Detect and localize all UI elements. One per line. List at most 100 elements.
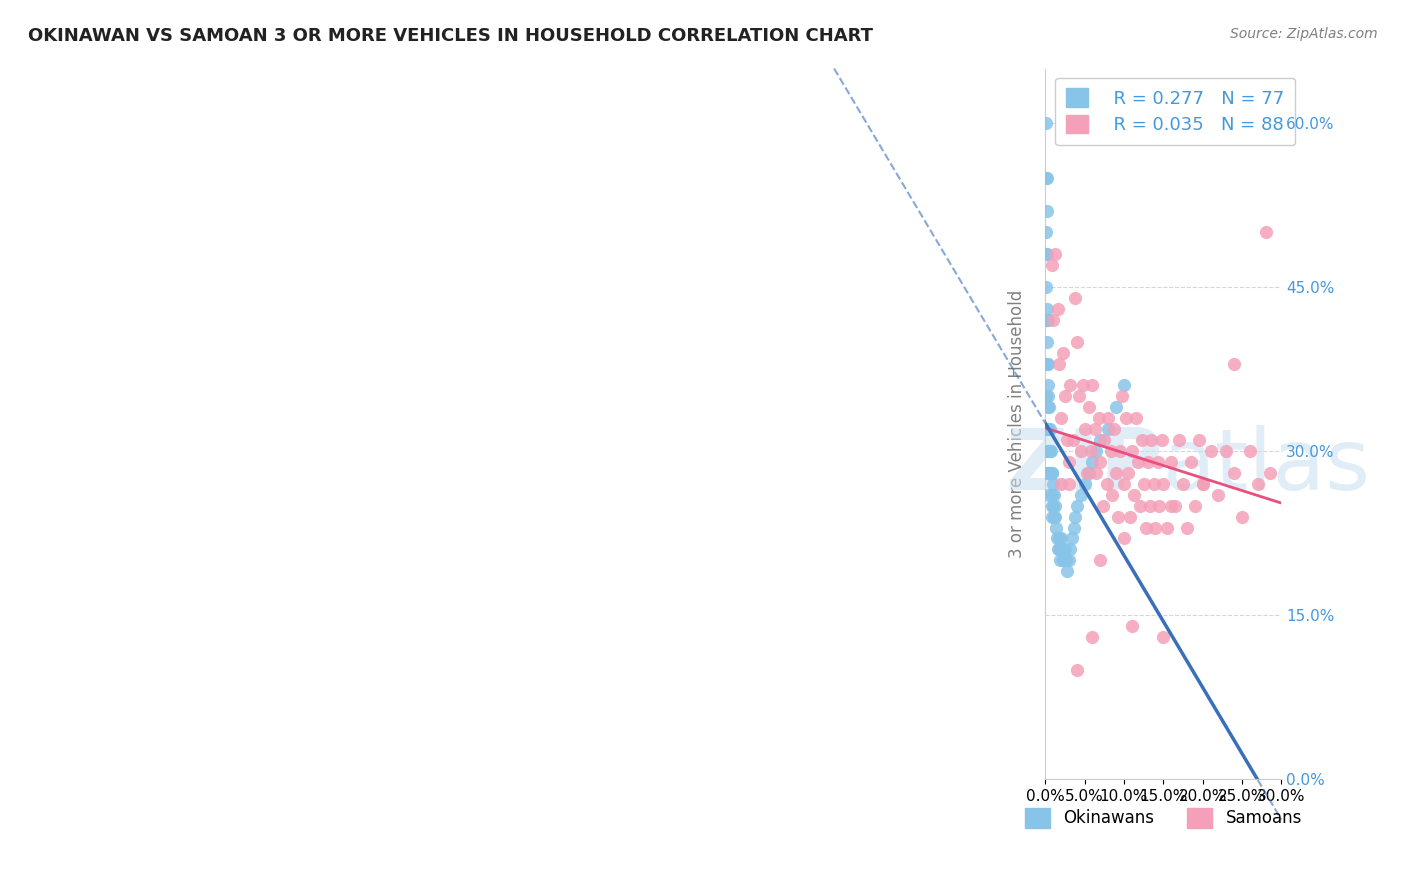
Point: [1038, 378, 1060, 392]
Text: atlas: atlas: [1163, 425, 1371, 508]
Point: [1160, 455, 1182, 469]
Point: [1095, 476, 1118, 491]
Point: [1056, 553, 1078, 567]
Point: [1085, 466, 1108, 480]
Point: [1040, 488, 1063, 502]
Point: [1036, 389, 1059, 403]
Point: [1146, 455, 1168, 469]
Point: [1066, 334, 1088, 349]
Point: [1042, 476, 1064, 491]
Point: [1258, 466, 1281, 480]
Point: [1149, 499, 1171, 513]
Point: [1064, 509, 1087, 524]
Point: [1042, 313, 1064, 327]
Point: [1035, 247, 1057, 261]
Point: [1085, 444, 1108, 458]
Point: [1223, 466, 1246, 480]
Point: [1036, 313, 1059, 327]
Point: [1036, 422, 1059, 436]
Point: [1129, 499, 1152, 513]
Point: [1047, 357, 1070, 371]
Point: [1130, 433, 1153, 447]
Point: [1057, 455, 1080, 469]
Point: [1047, 532, 1070, 546]
Point: [1038, 401, 1060, 415]
Point: [1125, 411, 1147, 425]
Point: [1036, 444, 1059, 458]
Point: [1047, 542, 1070, 557]
Point: [1115, 411, 1137, 425]
Point: [1056, 564, 1078, 578]
Point: [1046, 301, 1069, 316]
Point: [1038, 401, 1060, 415]
Point: [1175, 520, 1198, 534]
Point: [1039, 444, 1062, 458]
Point: [1036, 203, 1059, 218]
Point: [1036, 334, 1059, 349]
Point: [1139, 499, 1161, 513]
Point: [1036, 357, 1059, 371]
Point: [1039, 466, 1062, 480]
Point: [1150, 433, 1173, 447]
Point: [1123, 488, 1146, 502]
Point: [1230, 509, 1253, 524]
Point: [1036, 357, 1059, 371]
Point: [1038, 444, 1060, 458]
Point: [1045, 509, 1067, 524]
Point: [1135, 520, 1157, 534]
Point: [1035, 357, 1057, 371]
Point: [1105, 401, 1128, 415]
Point: [1040, 258, 1063, 272]
Point: [1112, 378, 1135, 392]
Point: [1038, 466, 1060, 480]
Point: [1254, 226, 1277, 240]
Point: [1036, 422, 1059, 436]
Point: [1035, 280, 1057, 294]
Point: [1073, 476, 1095, 491]
Point: [1043, 488, 1066, 502]
Point: [1081, 455, 1104, 469]
Point: [1081, 630, 1104, 644]
Point: [1116, 466, 1139, 480]
Point: [1039, 444, 1062, 458]
Point: [1035, 313, 1057, 327]
Point: [1112, 476, 1135, 491]
Point: [1040, 509, 1063, 524]
Y-axis label: 3 or more Vehicles in Household: 3 or more Vehicles in Household: [1008, 290, 1026, 558]
Point: [1046, 532, 1069, 546]
Point: [1035, 116, 1057, 130]
Point: [1049, 553, 1071, 567]
Point: [1090, 455, 1112, 469]
Point: [1140, 433, 1163, 447]
Point: [1060, 532, 1083, 546]
Point: [1199, 444, 1222, 458]
Point: [1053, 542, 1076, 557]
Point: [1121, 444, 1143, 458]
Point: [1144, 520, 1167, 534]
Point: [1091, 499, 1114, 513]
Point: [1052, 542, 1074, 557]
Point: [1152, 476, 1174, 491]
Point: [1035, 466, 1057, 480]
Point: [1070, 488, 1092, 502]
Point: [1215, 444, 1237, 458]
Point: [1050, 532, 1073, 546]
Text: ZIP: ZIP: [1005, 425, 1163, 508]
Point: [1053, 553, 1076, 567]
Point: [1184, 499, 1206, 513]
Point: [1112, 532, 1135, 546]
Point: [1109, 444, 1132, 458]
Point: [1050, 411, 1073, 425]
Point: [1066, 499, 1088, 513]
Point: [1180, 455, 1202, 469]
Point: [1104, 422, 1126, 436]
Point: [1080, 444, 1102, 458]
Point: [1077, 466, 1099, 480]
Point: [1043, 499, 1066, 513]
Point: [1126, 455, 1149, 469]
Point: [1035, 170, 1057, 185]
Point: [1168, 433, 1191, 447]
Point: [1036, 170, 1059, 185]
Point: [1043, 509, 1066, 524]
Point: [1036, 466, 1059, 480]
